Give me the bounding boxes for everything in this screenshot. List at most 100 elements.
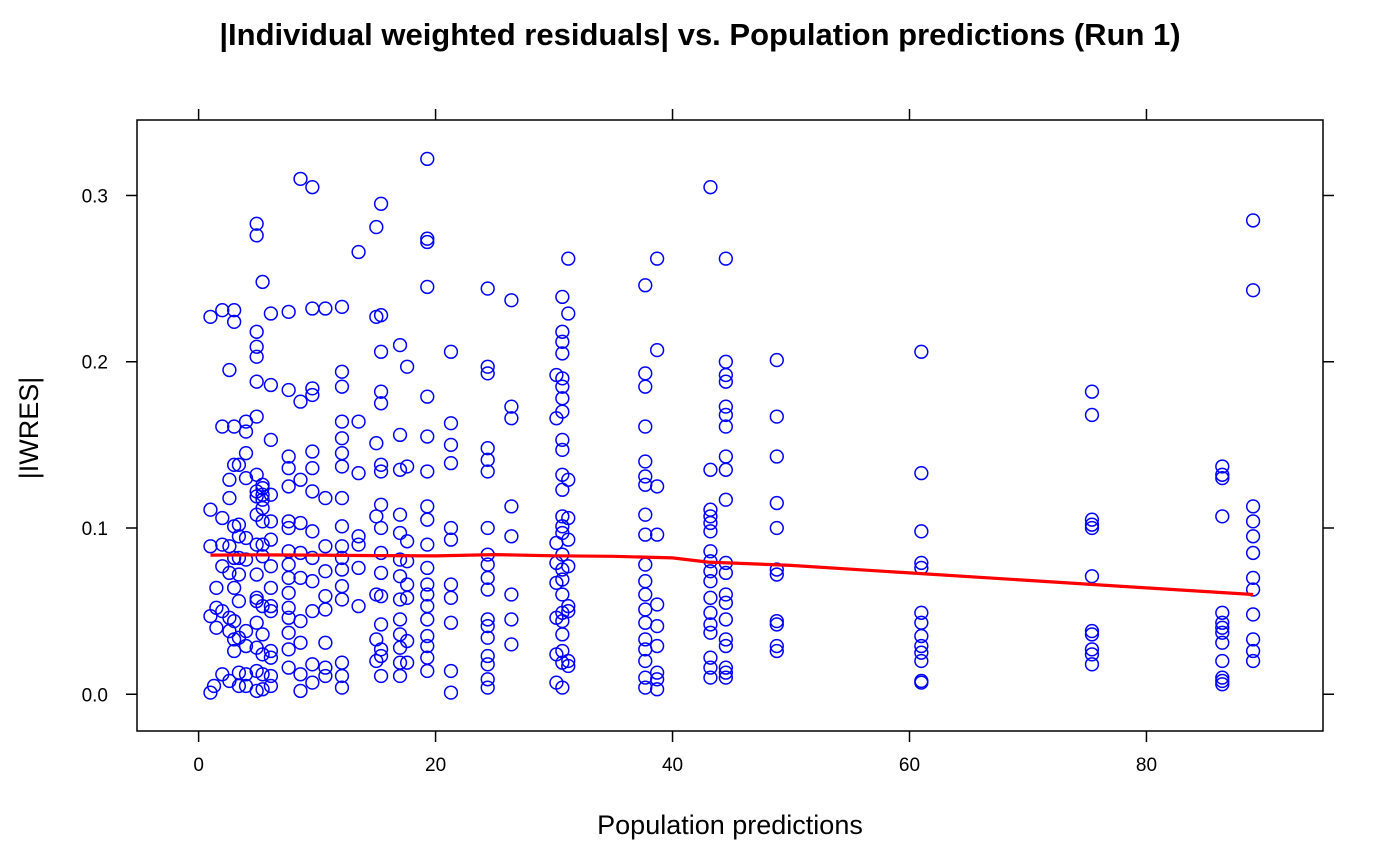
data-point <box>255 514 270 529</box>
data-point <box>373 396 389 411</box>
data-point <box>249 615 264 630</box>
data-point <box>231 517 247 532</box>
data-point <box>281 625 296 640</box>
data-point <box>238 530 254 546</box>
data-point <box>480 441 495 456</box>
data-point <box>1215 615 1230 630</box>
data-point <box>1084 512 1100 527</box>
data-point <box>638 680 653 695</box>
data-point <box>480 582 495 597</box>
data-point <box>373 617 389 632</box>
data-point <box>480 464 495 479</box>
data-point <box>420 512 435 527</box>
data-point <box>1245 653 1261 669</box>
data-point <box>281 600 296 615</box>
data-point <box>718 492 734 507</box>
data-point <box>480 452 495 467</box>
data-point <box>399 655 415 670</box>
data-point <box>255 627 270 642</box>
data-point <box>1245 529 1261 544</box>
data-point <box>638 632 653 647</box>
data-point <box>249 567 264 582</box>
data-point <box>561 598 576 614</box>
data-point <box>504 637 519 652</box>
data-point <box>215 510 230 526</box>
data-point <box>443 416 459 431</box>
data-point <box>420 151 435 167</box>
data-point <box>443 590 459 605</box>
data-point <box>249 537 264 552</box>
data-point <box>293 515 308 531</box>
data-point <box>1245 499 1261 514</box>
data-point <box>281 642 296 657</box>
data-point <box>255 682 270 697</box>
data-point <box>392 627 408 642</box>
data-point <box>392 640 408 655</box>
data-point <box>238 446 254 461</box>
data-point <box>227 419 242 434</box>
data-point <box>334 519 350 534</box>
data-point <box>373 668 389 684</box>
data-point <box>334 579 350 594</box>
data-point <box>718 612 734 627</box>
data-point <box>399 534 415 549</box>
data-point <box>203 685 218 700</box>
data-point <box>555 587 570 602</box>
data-point <box>555 346 570 361</box>
data-point <box>561 532 576 547</box>
data-point <box>351 465 366 481</box>
data-point <box>305 550 320 566</box>
data-point <box>1215 509 1230 524</box>
data-point <box>649 665 665 680</box>
data-point <box>555 371 570 386</box>
data-point <box>334 592 350 607</box>
data-point <box>480 612 495 627</box>
data-point <box>281 382 296 398</box>
data-point <box>334 379 350 394</box>
data-point <box>334 539 350 554</box>
data-point <box>263 377 279 393</box>
data-point <box>293 394 308 409</box>
data-point <box>504 411 519 426</box>
data-point <box>649 342 665 358</box>
data-point <box>222 539 237 554</box>
data-point <box>420 464 435 479</box>
y-axis-label: |IWRES| <box>14 377 44 480</box>
data-point <box>293 570 308 586</box>
data-point <box>373 464 389 479</box>
data-point <box>231 567 247 582</box>
data-point <box>392 525 408 541</box>
data-point <box>914 615 929 630</box>
data-point <box>420 389 435 404</box>
data-point <box>1215 653 1230 669</box>
data-point <box>373 196 389 211</box>
data-point <box>420 279 435 295</box>
data-point <box>1245 570 1261 586</box>
data-point <box>281 479 296 494</box>
data-point <box>914 653 929 669</box>
data-point <box>249 216 264 231</box>
data-point <box>203 309 218 325</box>
data-point <box>1084 657 1100 672</box>
data-point <box>718 595 734 610</box>
data-point <box>222 362 237 378</box>
data-point <box>263 306 279 321</box>
y-tick-label: 0.0 <box>82 685 108 706</box>
data-point <box>231 529 247 544</box>
data-point <box>638 379 653 394</box>
data-point <box>305 484 320 499</box>
data-point <box>914 465 929 481</box>
data-point <box>555 289 570 305</box>
data-point <box>215 303 230 318</box>
data-point <box>293 545 308 561</box>
data-point <box>293 683 308 699</box>
data-point <box>769 495 784 511</box>
data-point <box>1215 677 1230 692</box>
data-point <box>718 374 734 389</box>
data-point <box>206 678 222 694</box>
data-point <box>1084 407 1100 423</box>
data-point <box>555 379 570 394</box>
data-point <box>392 668 408 684</box>
data-point <box>480 359 495 374</box>
data-point <box>1215 470 1230 486</box>
